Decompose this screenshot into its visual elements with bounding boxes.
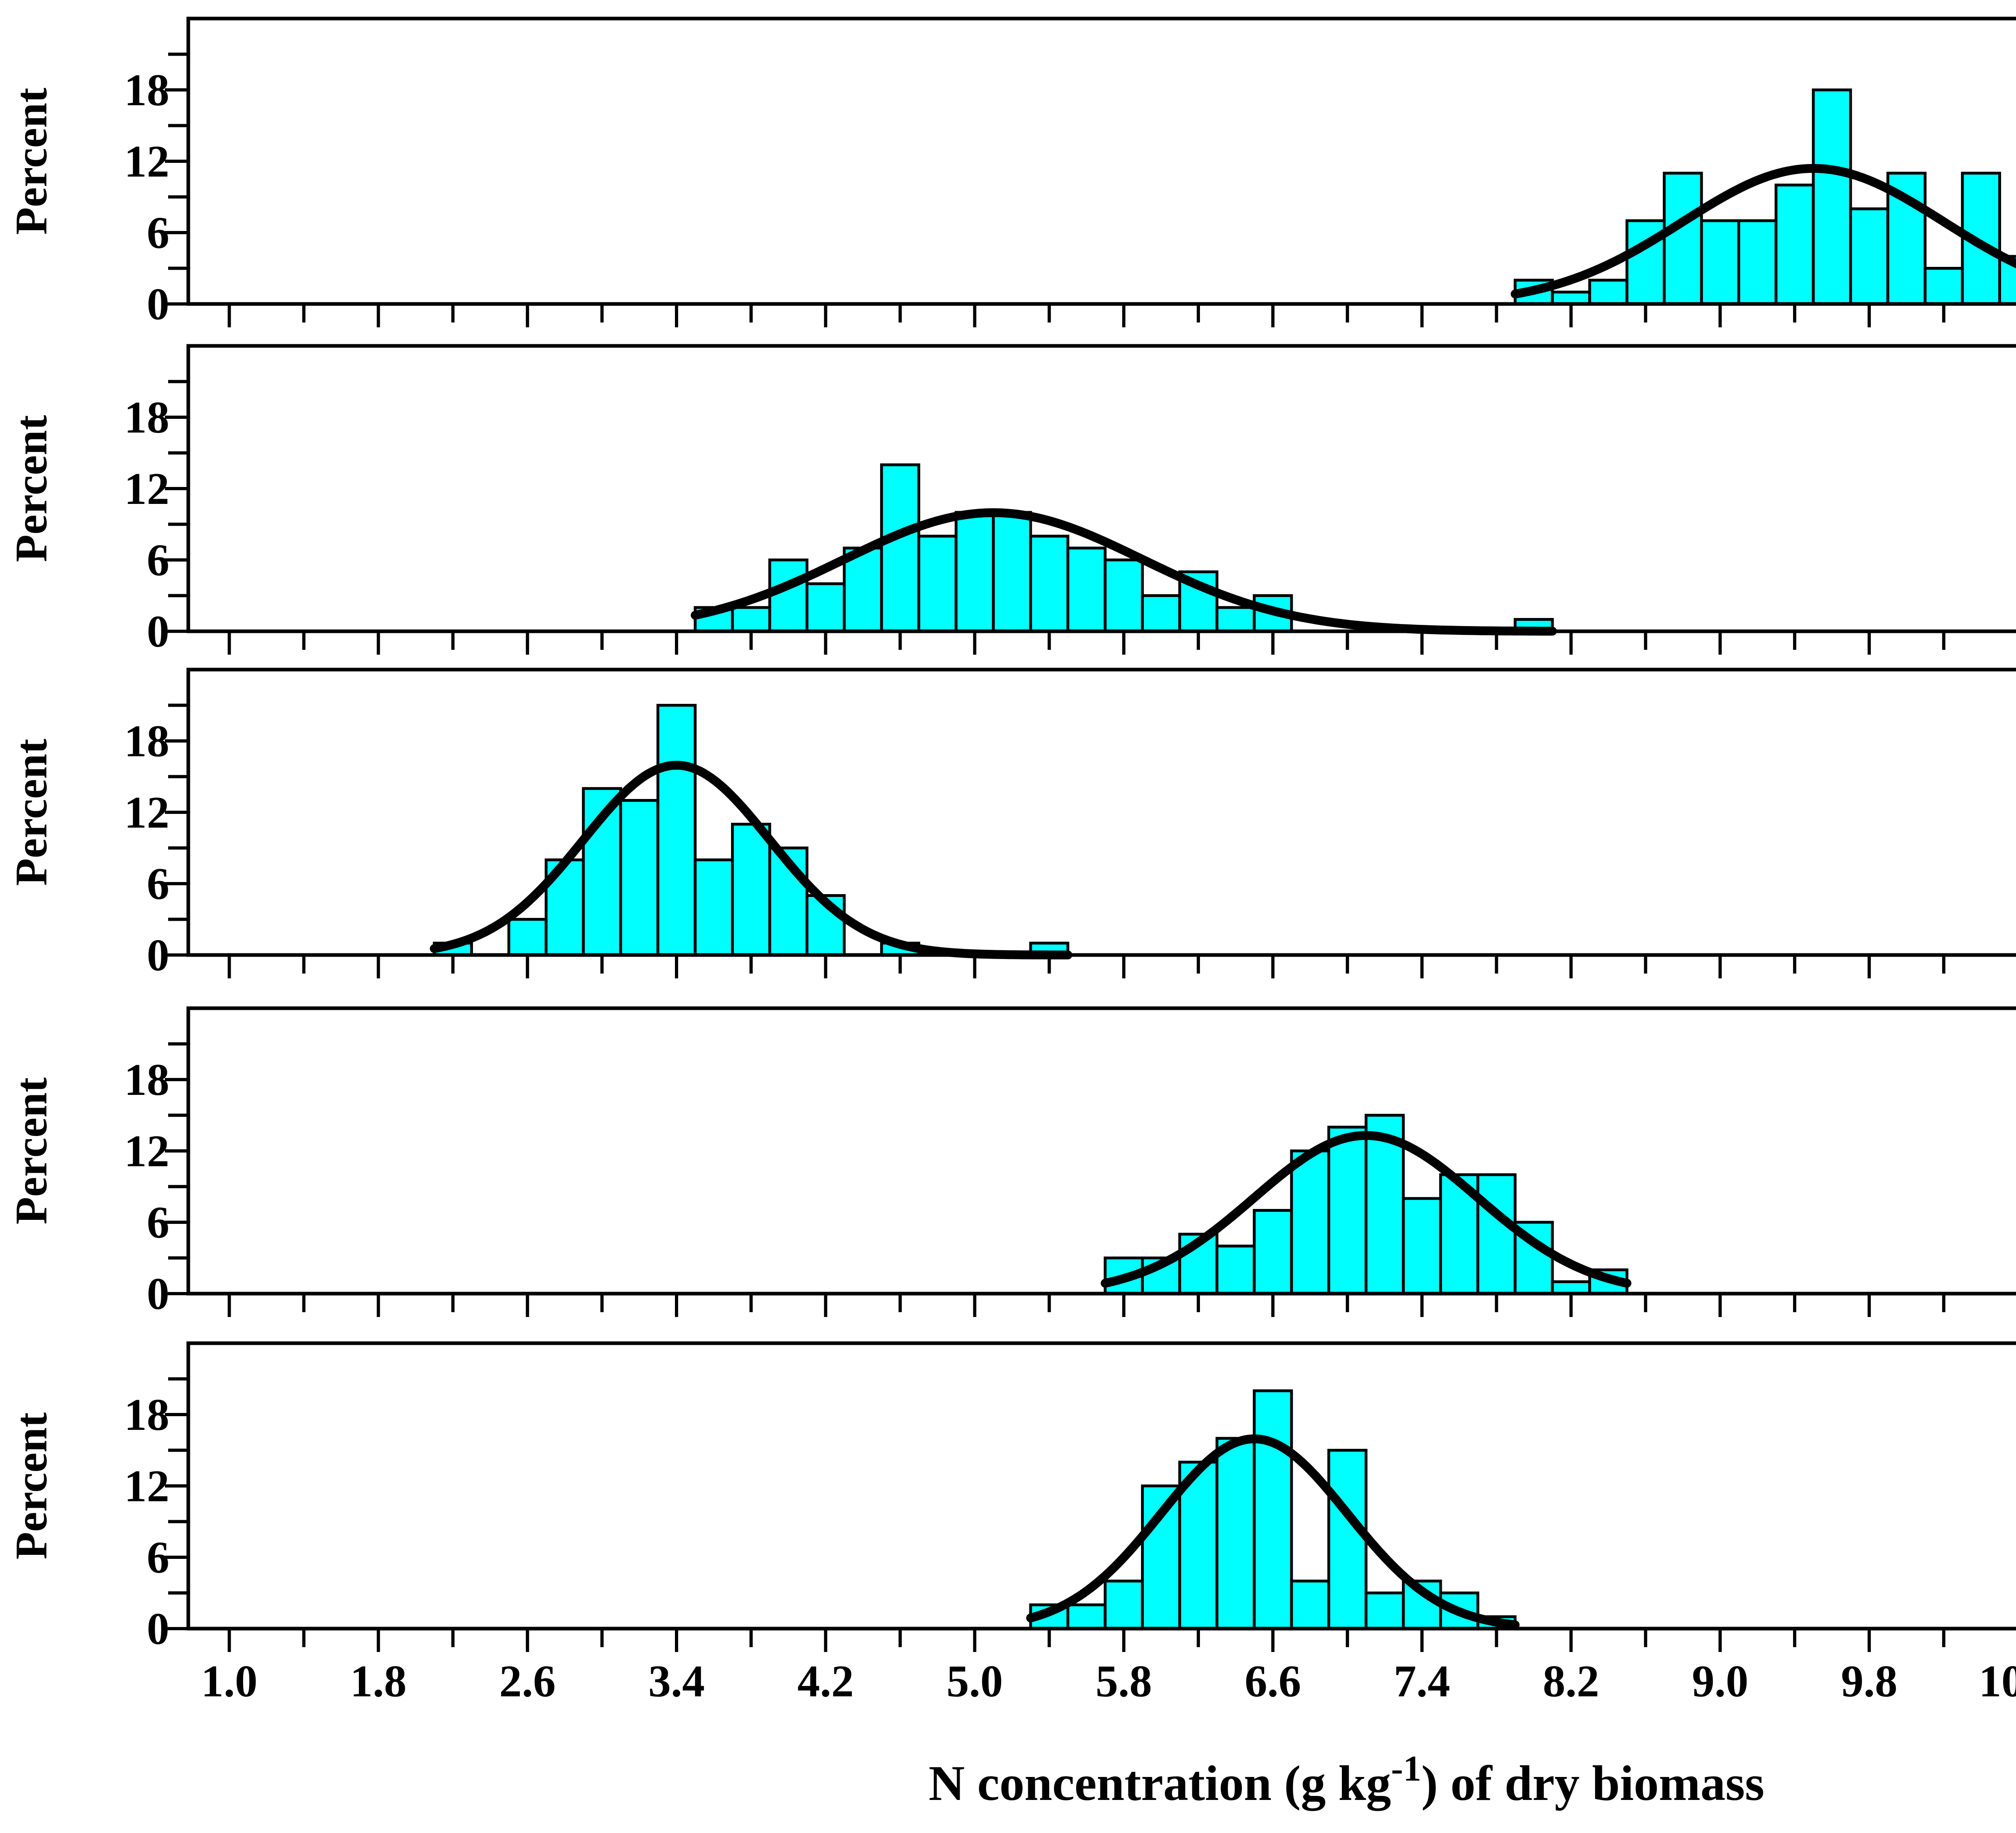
y-tick-label: 18 (124, 393, 169, 443)
histogram-bar (1215, 1244, 1256, 1295)
histogram-bar (507, 918, 548, 957)
y-tick-label: 6 (147, 208, 169, 258)
histogram-bar (1402, 1197, 1442, 1295)
histogram-bar (992, 511, 1032, 633)
x-tick-label: 9.8 (1841, 1656, 1897, 1706)
x-tick-label: 7.4 (1394, 1656, 1450, 1706)
histogram-bar (917, 535, 958, 633)
histogram-bar (1066, 1603, 1107, 1630)
x-axis-title: N concentration (g kg-1) of dry biomass (929, 1749, 1764, 1811)
y-tick-label: 12 (124, 464, 169, 514)
y-tick-label: 12 (124, 137, 169, 187)
x-tick-label: 6.6 (1245, 1656, 1301, 1706)
histogram-bar (656, 704, 697, 957)
normal-curve (430, 761, 1073, 959)
y-axis-title: Percent (6, 1078, 56, 1225)
y-axis-title: Percent (6, 415, 56, 562)
histogram-bar (1290, 1579, 1331, 1630)
y-axis-title: Percent (6, 739, 56, 886)
x-tick-label: 9.0 (1692, 1656, 1748, 1706)
x-tick-label: 5.8 (1095, 1656, 1152, 1706)
y-tick-label: 0 (147, 607, 169, 657)
y-axis-title: Percent (6, 1413, 56, 1560)
y-tick-label: 6 (147, 535, 169, 585)
histogram-bar (768, 558, 808, 633)
y-tick-label: 0 (147, 1269, 169, 1319)
histogram-bar (1812, 88, 1852, 306)
histogram-bar (731, 823, 771, 957)
panel-frame (186, 1006, 2016, 1296)
histogram-bar (694, 858, 734, 957)
y-axis-title: Percent (6, 88, 56, 235)
histogram-bar (1215, 1437, 1256, 1630)
histogram-bar (805, 582, 846, 633)
histogram-bar (1104, 558, 1144, 633)
y-tick-label: 6 (147, 1533, 169, 1583)
x-tick-label: 2.6 (499, 1656, 556, 1706)
histogram-bar (1253, 1389, 1293, 1630)
y-tick-label: 12 (124, 788, 169, 838)
histogram-bar (1066, 547, 1107, 633)
histogram-bar (1663, 172, 1703, 306)
x-tick-label: 4.2 (798, 1656, 854, 1706)
y-tick-label: 0 (147, 930, 169, 980)
x-tick-label: 1.0 (201, 1656, 258, 1706)
x-axis-title-suffix: ) of dry biomass (1421, 1756, 1764, 1811)
x-tick-label: 3.4 (648, 1656, 705, 1706)
histogram-bar (1104, 1579, 1144, 1630)
x-axis-title-prefix: N concentration (g kg (929, 1756, 1391, 1811)
histogram-bar (843, 547, 883, 633)
y-tick-label: 18 (124, 1055, 169, 1105)
histogram-bar (1215, 606, 1256, 633)
normal-curve (1510, 164, 2016, 299)
histogram-bar (954, 511, 995, 633)
normal-curve (1101, 1131, 1632, 1288)
panel-frame (186, 1341, 2016, 1631)
histogram-bar (1737, 219, 1778, 306)
x-axis-title-superscript: -1 (1391, 1749, 1421, 1789)
histogram-bar (1476, 1173, 1517, 1295)
y-tick-label: 12 (124, 1461, 169, 1511)
histogram-bar (1588, 279, 1629, 306)
panel-frame (186, 668, 2016, 957)
normal-curve (1026, 1434, 1520, 1629)
histogram-bar (731, 606, 771, 633)
y-tick-label: 0 (147, 279, 169, 329)
histogram-bar (1364, 1592, 1405, 1630)
histogram-bar (1924, 267, 1964, 306)
y-tick-label: 0 (147, 1604, 169, 1654)
histogram-bar (1700, 219, 1740, 306)
histogram-bar (1029, 535, 1070, 633)
y-tick-label: 18 (124, 65, 169, 115)
y-tick-label: 18 (124, 716, 169, 766)
y-tick-label: 18 (124, 1390, 169, 1440)
x-tick-label: 10.6 (1979, 1656, 2016, 1706)
histogram-bar (1849, 207, 1889, 306)
histogram-bar (1327, 1126, 1368, 1295)
y-tick-label: 6 (147, 859, 169, 909)
x-tick-label: 5.0 (946, 1656, 1003, 1706)
x-tick-label: 1.8 (350, 1656, 406, 1706)
x-tick-label: 8.2 (1543, 1656, 1599, 1706)
histogram-bar (880, 463, 921, 633)
histogram-bar (1327, 1449, 1368, 1630)
histogram-bar (1141, 594, 1181, 633)
histogram-bar (1774, 183, 1815, 306)
normal-curve (691, 508, 1557, 636)
y-tick-label: 6 (147, 1198, 169, 1248)
histogram-bar (1253, 1209, 1293, 1295)
y-tick-label: 12 (124, 1126, 169, 1176)
histogram-bar (619, 799, 660, 957)
histogram-bar (1290, 1149, 1331, 1295)
